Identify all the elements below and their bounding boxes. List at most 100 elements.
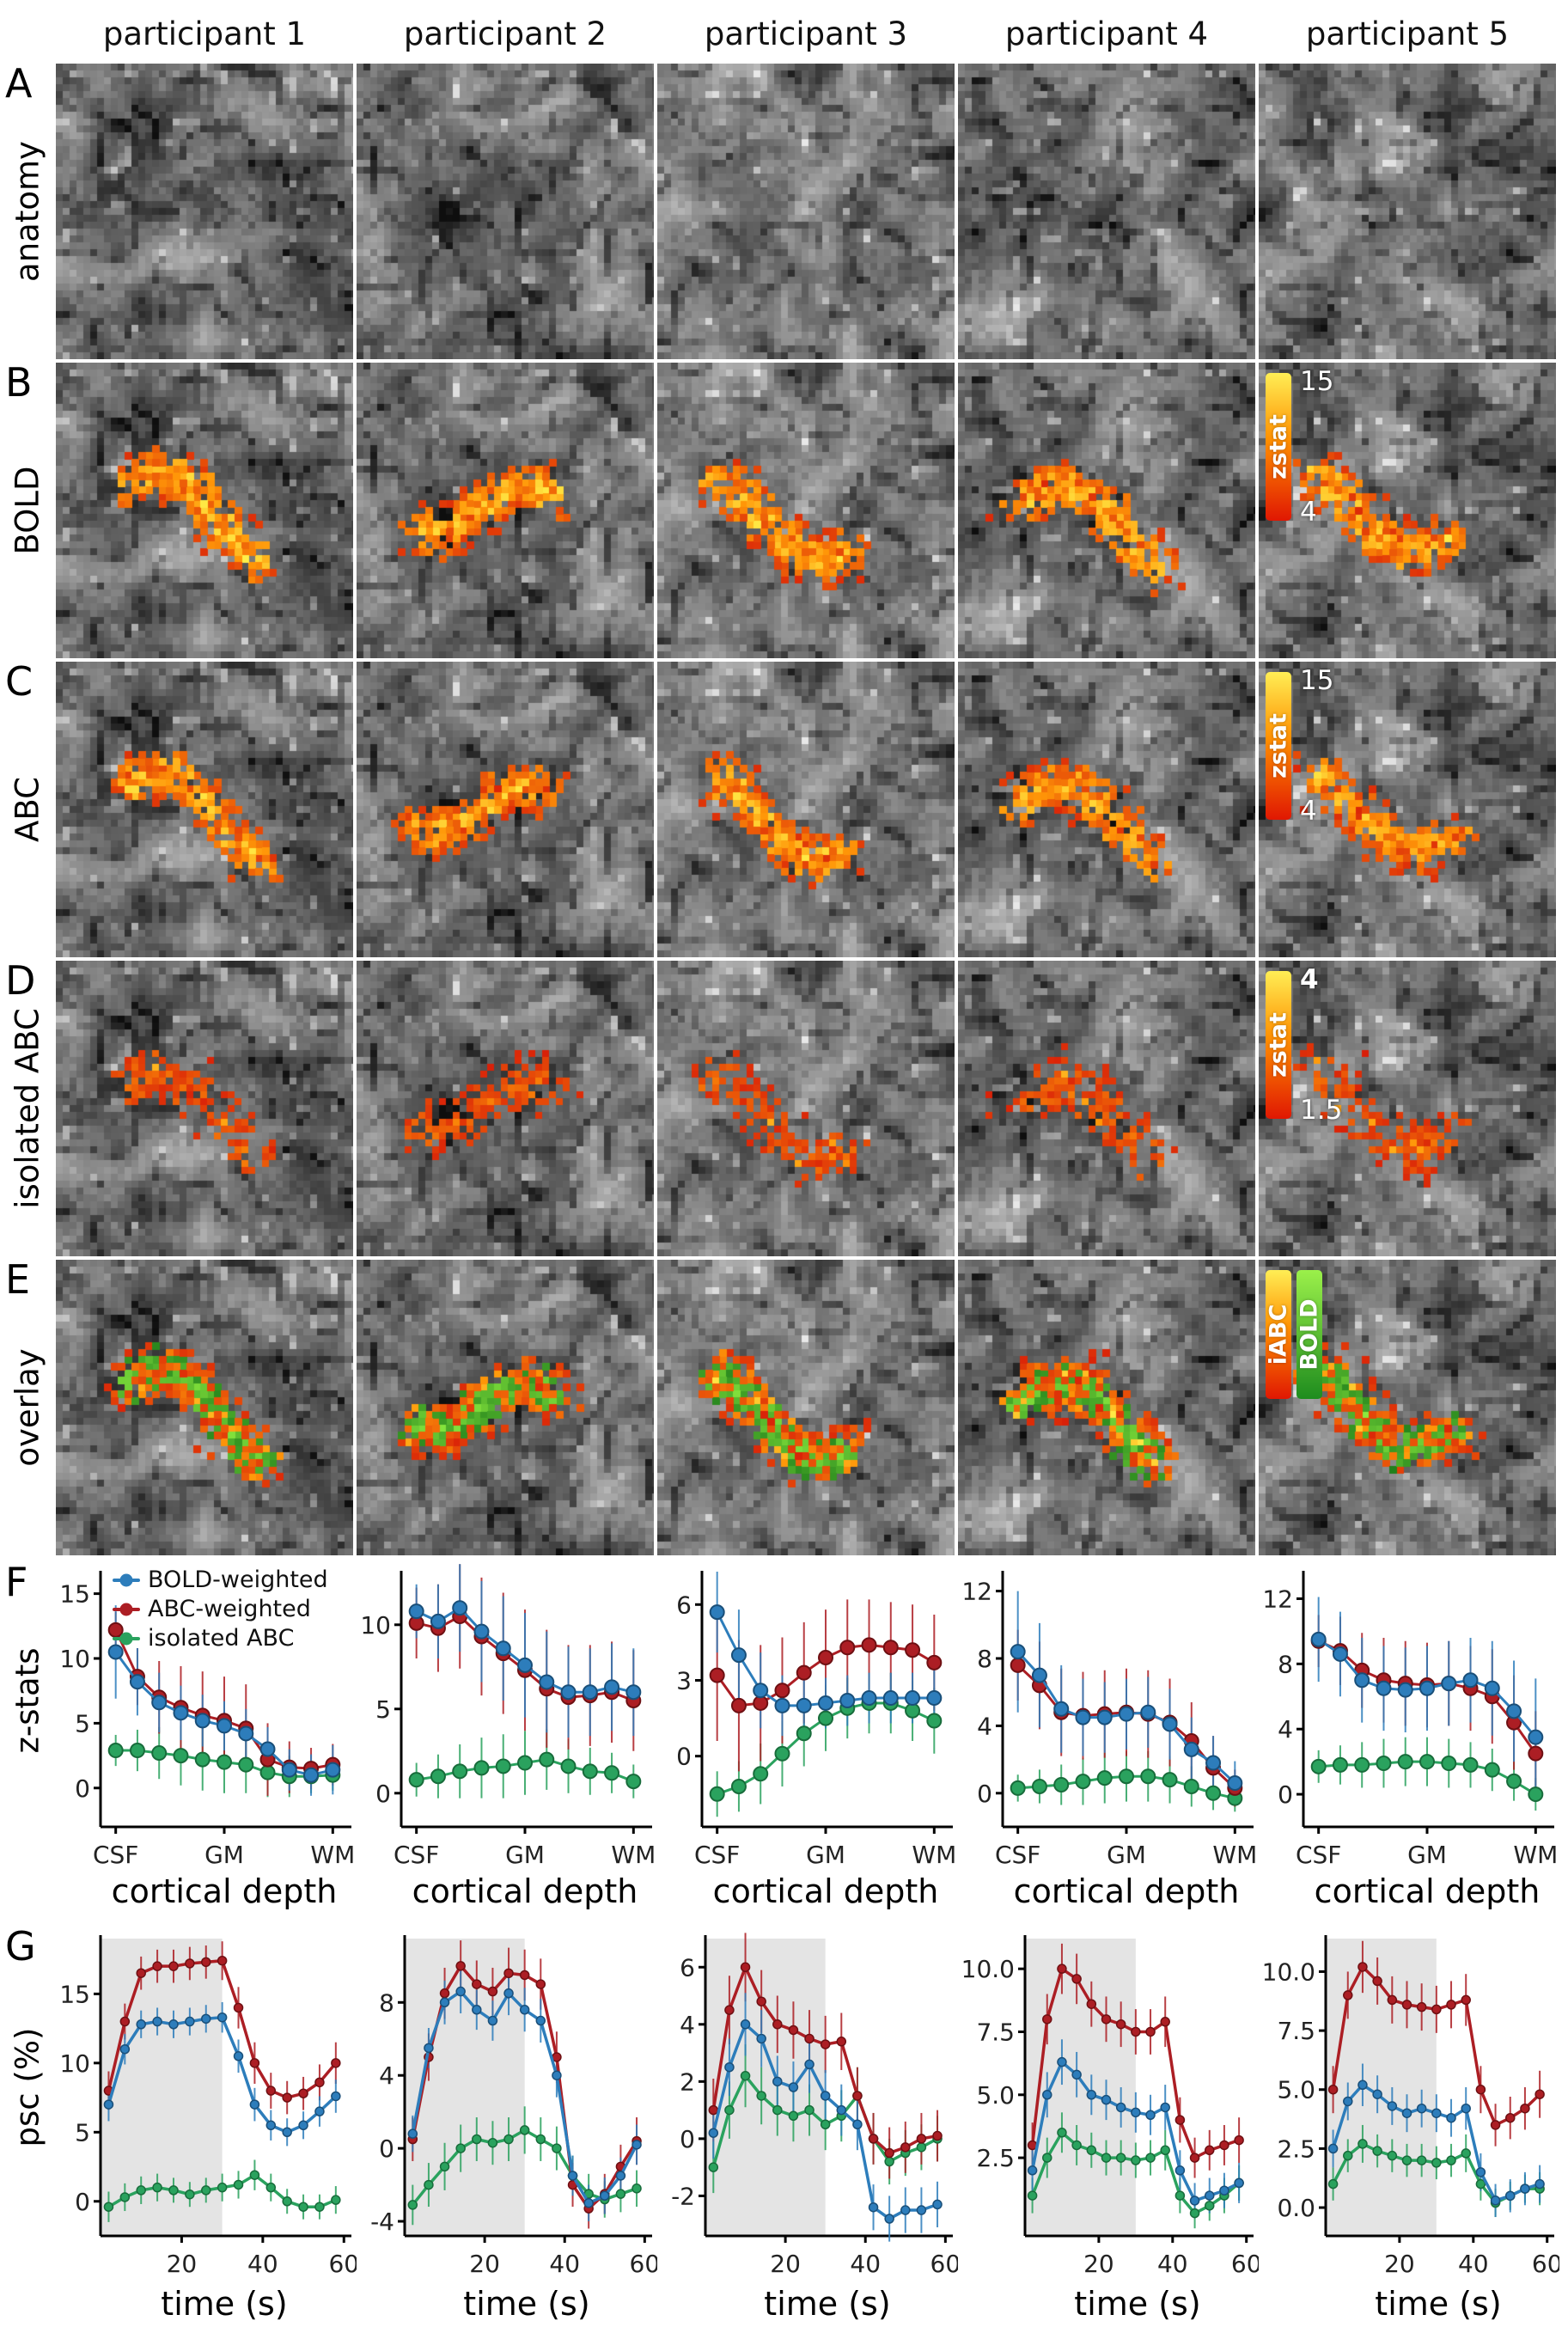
data-point — [905, 1702, 921, 1719]
data-point — [709, 1667, 725, 1683]
data-point — [1189, 2153, 1200, 2163]
row-letter-A: A — [5, 60, 33, 107]
x-tick-label: 60 — [630, 2250, 657, 2278]
data-point — [804, 2104, 815, 2116]
x-tick-label: WM — [1513, 1841, 1558, 1869]
y-tick-label: 10 — [360, 1611, 391, 1640]
x-tick-label: 20 — [469, 2250, 500, 2278]
data-point — [788, 2082, 799, 2092]
row-isolated-abc-label-area: D isolated ABC — [0, 957, 56, 1256]
brain-image-anatomy-p5 — [1259, 64, 1556, 359]
x-axis-label: time (s) — [161, 2285, 287, 2323]
data-point — [625, 1774, 642, 1790]
data-point — [119, 2192, 131, 2202]
data-point — [1327, 2143, 1339, 2154]
brain-panel-abc-p5: zstat 15 4 — [1259, 662, 1556, 957]
data-point — [119, 2043, 131, 2055]
psc-chart-p4: 2.5 5.0 7.5 10.0 20 40 60 time (s) — [958, 1927, 1262, 2329]
data-point — [560, 1758, 577, 1774]
data-point — [1310, 1631, 1327, 1647]
row-letter-D: D — [5, 957, 36, 1004]
x-tick-label: 40 — [850, 2250, 881, 2278]
data-point — [1397, 1754, 1413, 1770]
brain-panel-abc-p1 — [56, 662, 353, 957]
data-point — [884, 2147, 894, 2159]
data-point — [185, 2189, 195, 2200]
data-point — [298, 2088, 308, 2098]
data-point — [298, 2202, 308, 2212]
data-point — [1053, 1777, 1070, 1793]
chart-G5: 0.0 2.5 5.0 7.5 10.0 20 40 60 time (s) — [1262, 1935, 1563, 2323]
legend-dot — [119, 1632, 133, 1645]
y-tick-label: 7.5 — [976, 2018, 1015, 2046]
colorbar-zstat-D: zstat 4 1.5 — [1266, 964, 1343, 1126]
data-point — [1057, 2056, 1067, 2067]
data-point — [615, 2171, 626, 2181]
data-point — [519, 2005, 530, 2015]
colorbar-bold-green-label: BOLD — [1296, 1298, 1323, 1371]
data-point — [1534, 2178, 1545, 2189]
data-point — [503, 1968, 514, 1979]
data-point — [1446, 2112, 1456, 2123]
y-tick-label: 5 — [75, 2118, 90, 2147]
data-point — [1075, 1774, 1091, 1790]
x-tick-label: 20 — [167, 2250, 198, 2278]
data-point — [1010, 1644, 1026, 1660]
participant-5-header: participant 5 — [1305, 15, 1510, 52]
row-anatomy-label-area: A anatomy — [0, 60, 56, 359]
data-point — [1162, 1716, 1178, 1732]
data-point — [1441, 1676, 1457, 1692]
data-point — [884, 2156, 894, 2167]
data-point — [495, 1640, 511, 1657]
data-point — [1057, 1964, 1067, 1974]
data-point — [926, 1713, 943, 1729]
data-point — [1145, 2026, 1156, 2037]
brain-image-abc-p1 — [56, 662, 353, 957]
y-tick-label: 0 — [75, 2188, 90, 2216]
x-tick-label: 40 — [247, 2250, 278, 2278]
y-tick-label: 7.5 — [1277, 2017, 1315, 2045]
data-point — [804, 2059, 815, 2070]
y-tick-label: 8 — [1278, 1650, 1293, 1678]
data-point — [439, 1988, 450, 1999]
data-point — [238, 1756, 254, 1773]
data-point — [926, 1654, 943, 1670]
data-point — [1528, 1745, 1544, 1762]
data-point — [708, 2128, 719, 2138]
row-label-bold: BOLD — [9, 466, 46, 555]
y-tick-label: 10.0 — [1262, 1957, 1315, 1986]
brain-panel-overlay-p2 — [357, 1260, 654, 1555]
brain-panel-isolated-abc-p2 — [357, 961, 654, 1256]
data-point — [1205, 2145, 1215, 2156]
data-point — [331, 2195, 341, 2205]
y-tick-label: 0 — [676, 1743, 692, 1771]
brain-panel-anatomy-p4 — [958, 64, 1255, 359]
brain-image-anatomy-p1 — [56, 64, 353, 359]
data-point — [217, 1754, 232, 1770]
data-point — [882, 1690, 899, 1707]
data-point — [472, 1979, 482, 1989]
data-point — [774, 1683, 790, 1699]
data-point — [282, 2196, 292, 2207]
row-label-isolated-abc: isolated ABC — [9, 1008, 46, 1209]
data-point — [298, 2120, 308, 2131]
chart-F2: 0 5 10 CSF GM WM cortical depth — [360, 1564, 656, 1910]
x-tick-label: WM — [611, 1841, 656, 1869]
data-point — [916, 2134, 927, 2144]
data-point — [724, 2061, 735, 2073]
data-point — [281, 1762, 297, 1778]
data-point — [583, 2198, 594, 2208]
data-point — [820, 2091, 831, 2101]
data-point — [517, 1755, 533, 1771]
data-point — [535, 2134, 546, 2145]
data-point — [1086, 1999, 1097, 2009]
data-point — [868, 2134, 879, 2144]
data-point — [1119, 1706, 1134, 1722]
psc-chart-p5: 0.0 2.5 5.0 7.5 10.0 20 40 60 time (s) — [1259, 1927, 1563, 2329]
data-point — [708, 2104, 719, 2116]
data-point — [1010, 1780, 1026, 1796]
data-point — [535, 1979, 546, 1989]
legend-item: isolated ABC — [113, 1625, 328, 1652]
y-tick-label: 5 — [75, 1709, 90, 1738]
brain-image-abc-p3 — [657, 662, 955, 957]
